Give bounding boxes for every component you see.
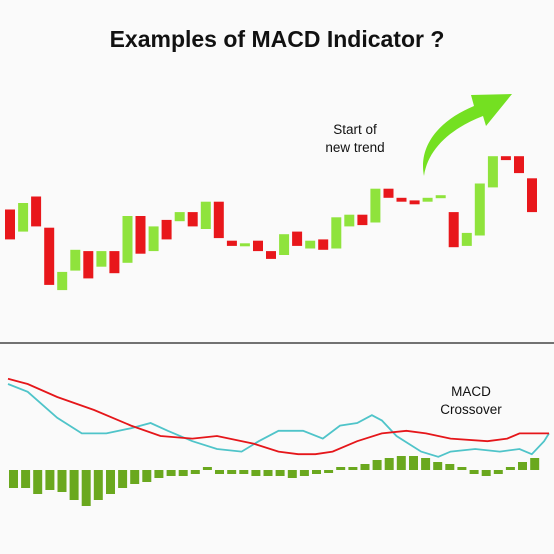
- histogram-bar: [106, 470, 115, 494]
- candle: [161, 219, 172, 240]
- candle: [318, 239, 329, 250]
- candle: [461, 232, 472, 246]
- candlestick-series: [5, 156, 537, 291]
- candle: [435, 195, 446, 199]
- histogram-bar: [433, 462, 443, 470]
- histogram-bar: [251, 470, 261, 476]
- histogram-bar: [21, 470, 31, 488]
- candle: [200, 201, 211, 229]
- candle: [448, 212, 459, 248]
- histogram-bar: [421, 458, 431, 470]
- histogram-bar: [190, 470, 200, 474]
- candle: [226, 240, 237, 246]
- candle: [266, 251, 276, 259]
- candle: [370, 188, 381, 223]
- histogram-bar: [33, 470, 43, 494]
- candle: [148, 226, 159, 252]
- histogram-bar: [409, 456, 418, 470]
- trend-arrow-icon: [423, 94, 512, 176]
- candle: [474, 183, 485, 236]
- candle: [57, 271, 68, 291]
- candle: [422, 197, 433, 202]
- trend-annotation-line2: new trend: [325, 140, 384, 155]
- histogram-bar: [9, 470, 18, 488]
- histogram-bar: [457, 467, 467, 470]
- candle: [409, 200, 420, 205]
- histogram-bar: [312, 470, 321, 474]
- histogram-bar: [215, 470, 224, 474]
- candle: [396, 197, 407, 202]
- histogram-bar: [518, 462, 527, 470]
- histogram-bar: [118, 470, 128, 488]
- histogram-bar: [469, 470, 479, 474]
- histogram-bar: [142, 470, 152, 482]
- histogram-bar: [93, 470, 103, 500]
- candle: [253, 240, 263, 252]
- signal-line: [7, 383, 550, 458]
- histogram-bar: [481, 470, 491, 476]
- crossover-annotation-line2: Crossover: [440, 402, 502, 417]
- candle: [305, 240, 316, 249]
- histogram-bar: [45, 470, 55, 490]
- candle: [213, 201, 224, 239]
- histogram-bar: [299, 470, 309, 476]
- histogram-bar: [396, 456, 406, 470]
- candle: [292, 231, 303, 246]
- candle: [70, 249, 81, 271]
- histogram-bar: [263, 470, 273, 476]
- histogram-bar: [275, 470, 285, 476]
- macd-lines: [7, 377, 550, 458]
- histogram-bar: [130, 470, 140, 484]
- histogram-bar: [324, 470, 334, 473]
- histogram-bar: [239, 470, 249, 474]
- candle: [31, 196, 42, 227]
- histogram-bar: [202, 467, 212, 470]
- candle: [5, 209, 15, 240]
- histogram-bar: [360, 464, 370, 470]
- candle: [357, 214, 368, 226]
- trend-arrow: [423, 94, 512, 176]
- histogram-bar: [69, 470, 79, 500]
- macd-line: [7, 377, 549, 456]
- histogram-bar: [57, 470, 67, 492]
- candle: [331, 217, 342, 249]
- candle: [18, 203, 29, 232]
- histogram-bar: [336, 467, 346, 470]
- candle: [239, 243, 250, 247]
- histogram-bar: [287, 470, 297, 478]
- crossover-annotation-line1: MACD: [451, 384, 491, 399]
- candle: [514, 156, 524, 174]
- candle: [383, 188, 394, 198]
- histogram-bar: [81, 470, 91, 506]
- candle: [187, 212, 198, 227]
- histogram-bar: [384, 458, 394, 470]
- chart-title: Examples of MACD Indicator ?: [109, 26, 445, 52]
- histogram-bar: [445, 464, 455, 470]
- candle: [279, 234, 290, 255]
- candle: [344, 214, 355, 227]
- candle: [487, 156, 498, 188]
- histogram-bar: [505, 467, 515, 470]
- histogram-bar: [530, 458, 540, 470]
- histogram-bar: [166, 470, 176, 476]
- candle: [44, 227, 55, 285]
- histogram-bar: [227, 470, 237, 474]
- candle: [109, 251, 120, 274]
- trend-annotation-line1: Start of: [333, 122, 377, 137]
- candle: [500, 156, 511, 161]
- candle: [96, 251, 107, 267]
- histogram-bar: [154, 470, 164, 478]
- candle: [83, 251, 94, 279]
- macd-histogram: [9, 456, 540, 506]
- histogram-bar: [178, 470, 188, 476]
- candle: [135, 216, 146, 254]
- candle: [527, 178, 537, 213]
- histogram-bar: [348, 467, 358, 470]
- candle: [174, 212, 185, 222]
- histogram-bar: [493, 470, 503, 474]
- candle: [122, 216, 133, 263]
- histogram-bar: [372, 460, 382, 470]
